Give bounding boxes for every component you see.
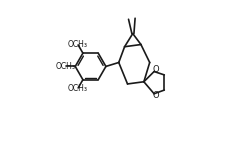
Text: OCH₃: OCH₃ [68, 84, 88, 93]
Text: O: O [152, 91, 159, 100]
Text: OCH₃: OCH₃ [55, 62, 75, 71]
Text: O: O [152, 65, 159, 74]
Text: OCH₃: OCH₃ [68, 40, 88, 49]
